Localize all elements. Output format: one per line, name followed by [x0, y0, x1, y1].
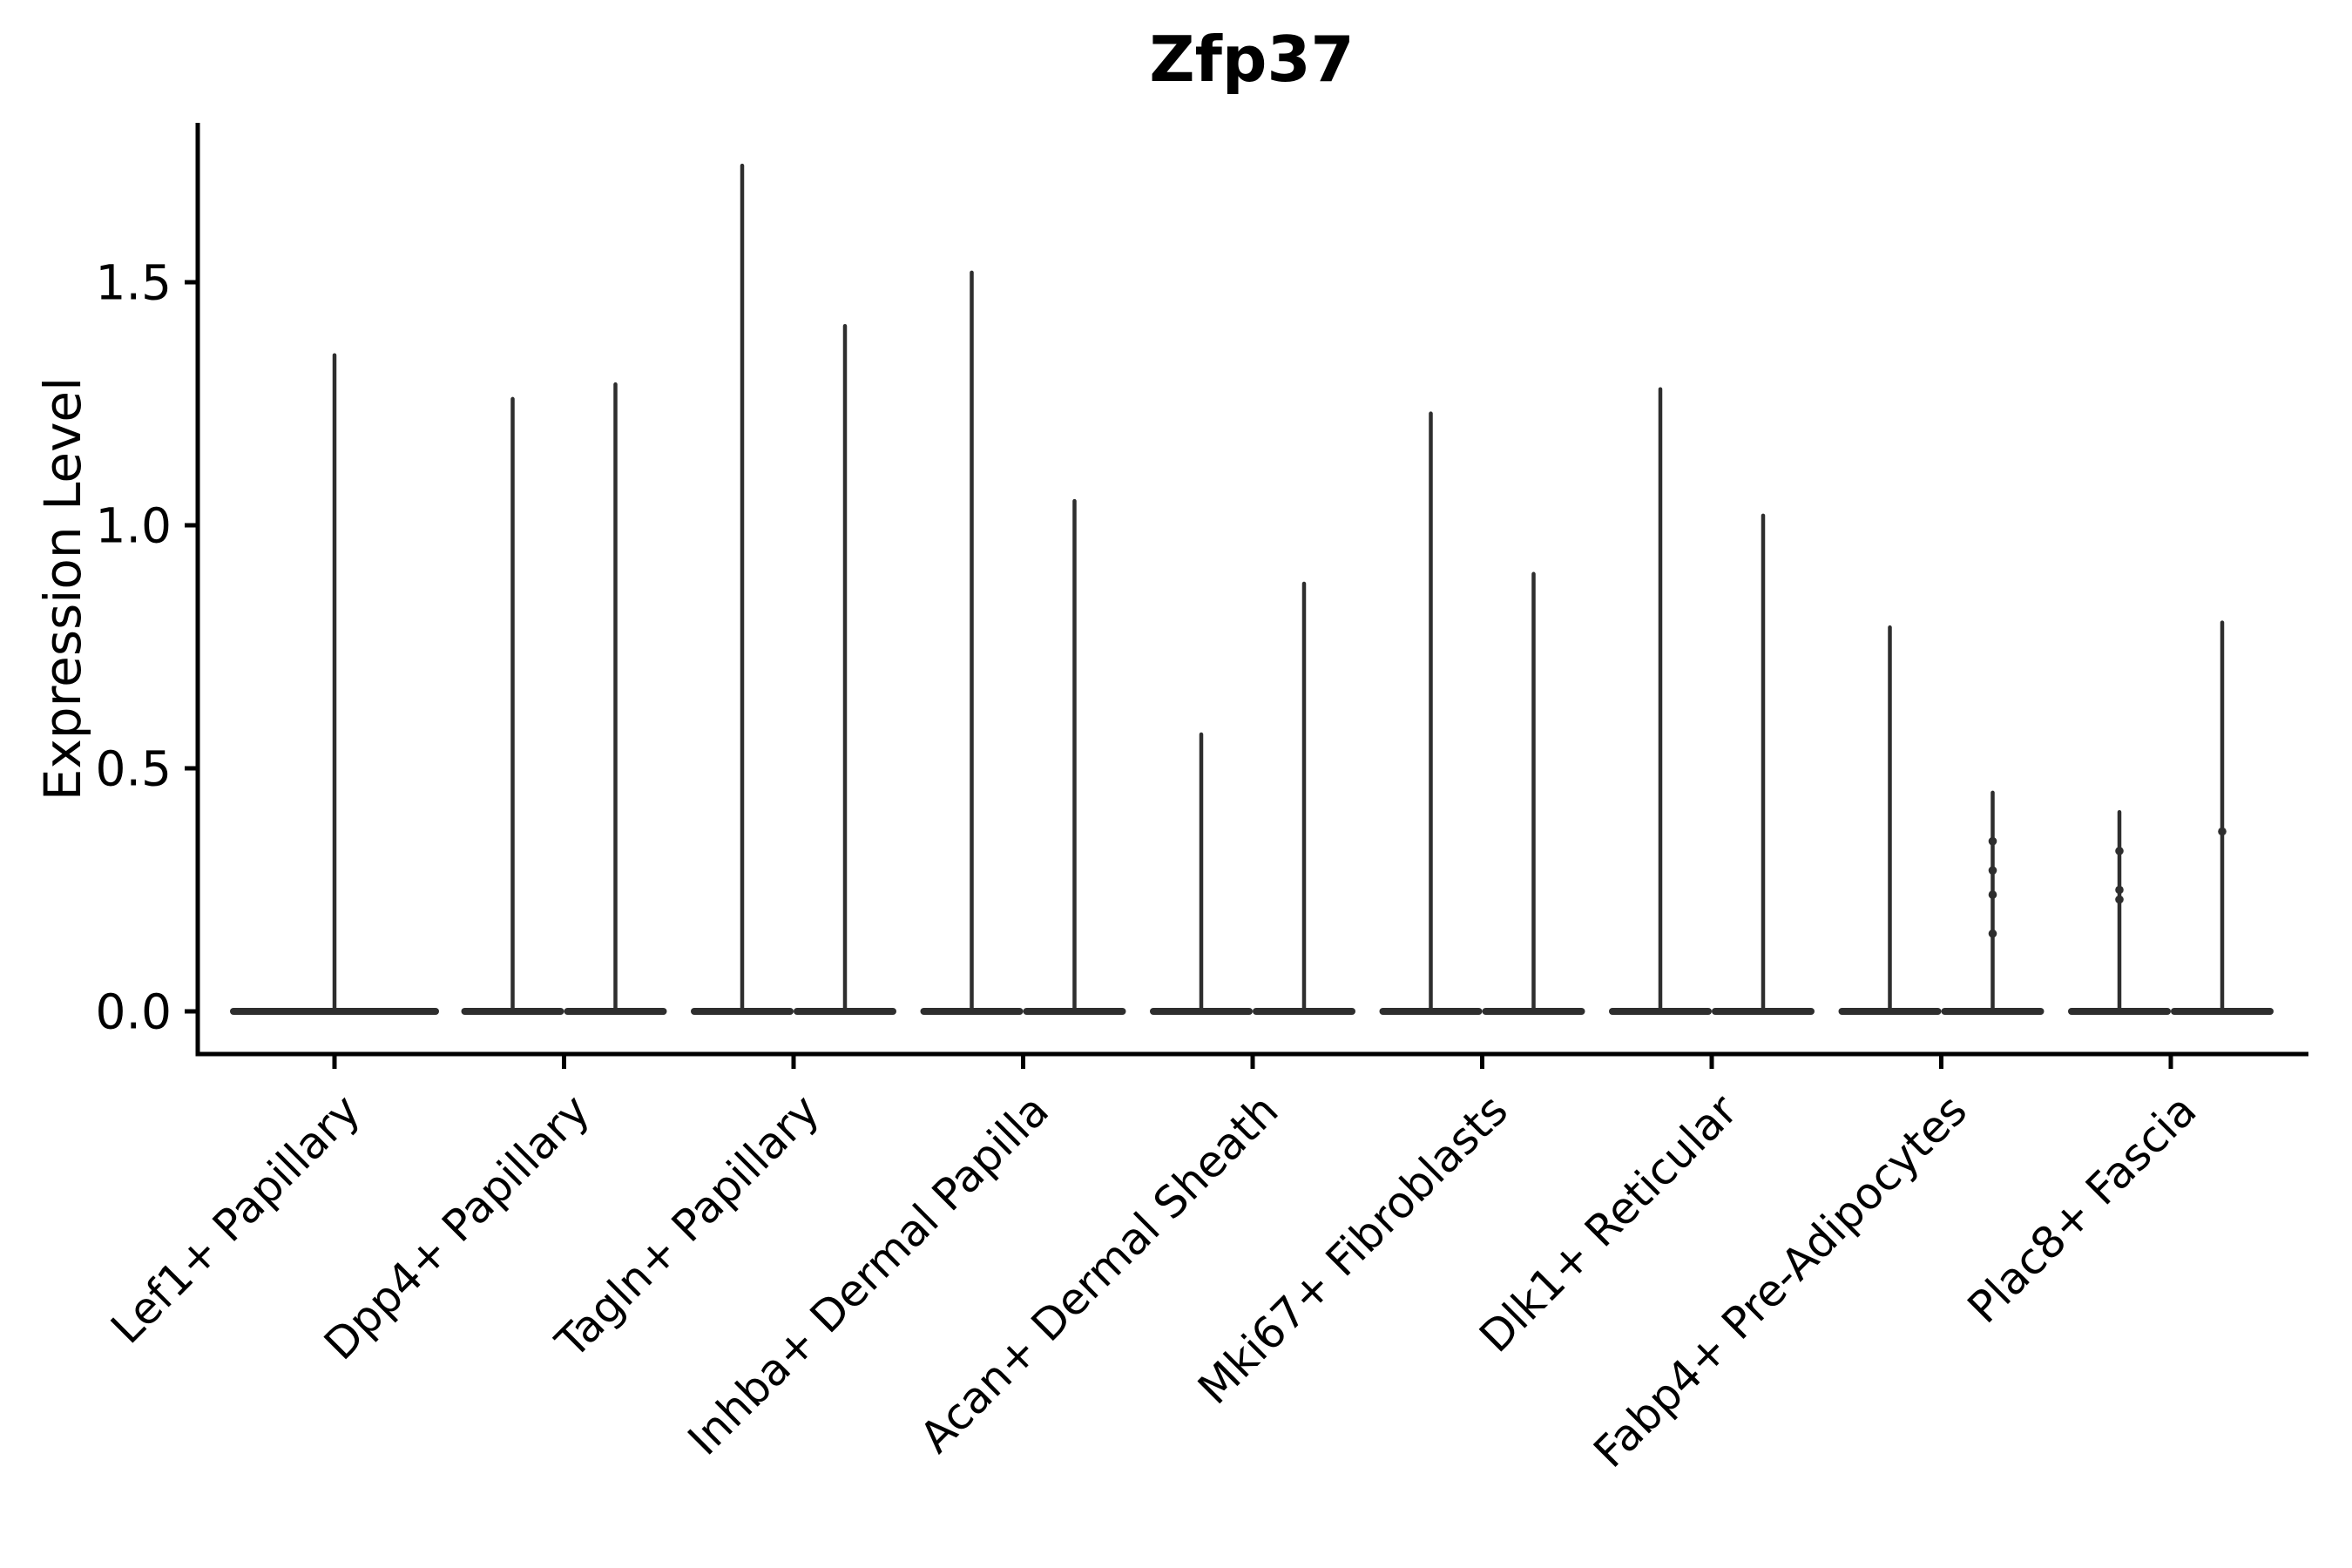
x-tick-label: Plac8+ Fascia — [1958, 1085, 2207, 1333]
x-tick-label: Fabp4+ Pre-Adipocytes — [1584, 1085, 1977, 1477]
y-axis-title: Expression Level — [33, 376, 92, 801]
x-tick-label: Lef1+ Papillary — [101, 1085, 369, 1353]
violin-dot — [1988, 866, 1997, 875]
violin-dot — [2218, 827, 2227, 836]
y-tick-label: 1.0 — [96, 497, 172, 553]
chart-title: Zfp37 — [1149, 23, 1355, 96]
violin-dot — [1988, 929, 1997, 938]
y-tick-label: 0.5 — [96, 740, 172, 796]
y-tick-label: 0.0 — [96, 983, 172, 1039]
violin-dot — [2115, 885, 2124, 895]
violin-dot — [1988, 890, 1997, 899]
violin-dot — [2115, 895, 2124, 904]
y-tick-label: 1.5 — [96, 254, 172, 310]
violin-dot — [1988, 836, 1997, 846]
violin-dot — [2115, 847, 2124, 855]
